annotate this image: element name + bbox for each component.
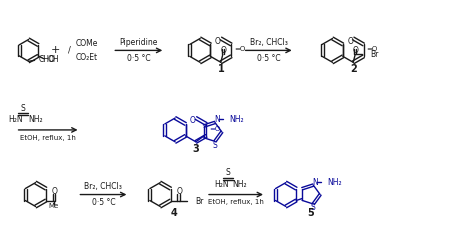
Text: S: S [212,141,217,150]
Text: O: O [190,117,196,125]
Text: =O: =O [366,46,378,52]
Text: 2: 2 [350,64,356,74]
Text: O: O [177,187,182,196]
Text: 1: 1 [218,64,224,74]
Text: =O: =O [234,46,246,52]
Text: 0·5 °C: 0·5 °C [91,198,115,207]
Text: N: N [312,178,318,187]
Text: O: O [221,46,227,55]
Text: Br₂, CHCl₃: Br₂, CHCl₃ [84,182,122,191]
Text: CHO: CHO [38,55,55,64]
Text: NH₂: NH₂ [232,180,246,189]
Text: 5: 5 [308,208,314,218]
Text: =O: =O [209,126,220,132]
Text: NH₂: NH₂ [229,115,244,124]
Text: O: O [215,37,221,46]
Text: Br₂, CHCl₃: Br₂, CHCl₃ [250,38,288,47]
Text: O: O [52,187,58,196]
Text: +: + [51,45,60,55]
Text: 0·5 °C: 0·5 °C [257,54,281,63]
Text: H₂N: H₂N [214,180,228,189]
Text: COMe: COMe [75,39,98,48]
Text: H₂N: H₂N [9,115,23,125]
Text: 0·5 °C: 0·5 °C [127,54,151,63]
Text: /: / [69,46,72,55]
Text: OH: OH [48,55,60,64]
Text: Me: Me [49,204,59,209]
Text: S: S [226,168,230,177]
Text: NH₂: NH₂ [28,115,43,125]
Text: NH₂: NH₂ [327,178,342,187]
Text: EtOH, reflux, 1h: EtOH, reflux, 1h [208,200,264,205]
Text: Piperidine: Piperidine [119,38,158,47]
Text: CO₂Et: CO₂Et [75,53,98,62]
Text: Br: Br [195,197,204,206]
Text: Br: Br [370,50,379,59]
Text: O: O [352,46,358,55]
Text: O: O [347,37,353,46]
Text: S: S [311,204,316,212]
Text: N: N [214,115,220,124]
Text: 3: 3 [192,144,199,154]
Text: S: S [20,104,25,113]
Text: 4: 4 [171,208,178,218]
Text: EtOH, reflux, 1h: EtOH, reflux, 1h [20,135,76,141]
